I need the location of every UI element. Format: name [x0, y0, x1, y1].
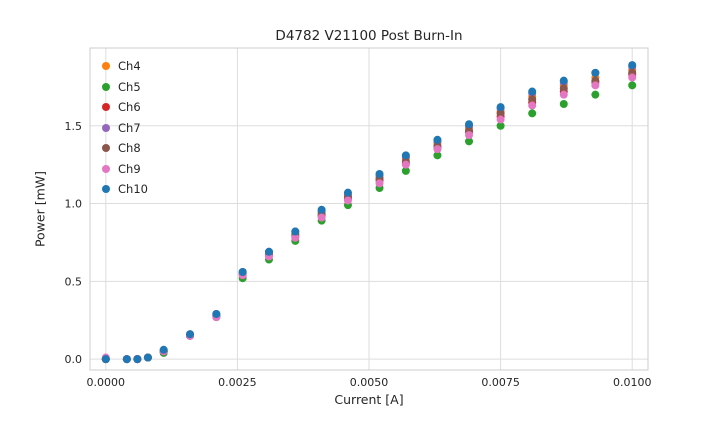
data-point-ch9 [559, 90, 568, 99]
plot-border [89, 47, 649, 371]
data-point-ch5 [401, 166, 410, 175]
data-point-ch5 [465, 137, 474, 146]
legend-swatch-icon [102, 164, 110, 173]
data-point-ch10 [496, 103, 505, 112]
x-tick-label: 0.0000 [87, 376, 126, 389]
legend-item-ch8: Ch8 [102, 140, 148, 156]
y-tick-label: 0.0 [65, 353, 83, 366]
data-point-ch9 [496, 115, 505, 124]
legend-swatch-icon [102, 123, 110, 132]
data-point-ch5 [559, 100, 568, 108]
legend-item-ch9: Ch9 [102, 161, 148, 177]
y-tick-label: 1.0 [65, 198, 83, 211]
legend-label: Ch8 [118, 141, 141, 155]
data-point-ch10 [238, 268, 247, 276]
data-point-ch9 [343, 196, 352, 205]
x-tick-label: 0.0100 [613, 376, 652, 389]
y-tick-label: 0.5 [65, 275, 83, 288]
data-point-ch10 [591, 68, 600, 77]
data-point-ch9 [591, 81, 600, 90]
data-point-ch10 [343, 188, 352, 197]
x-axis-label: Current [A] [334, 392, 404, 407]
x-tick-label: 0.0025 [218, 376, 257, 389]
data-point-ch10 [375, 170, 384, 178]
data-point-ch10 [465, 120, 474, 129]
legend-swatch-icon [102, 144, 110, 152]
legend-label: Ch6 [118, 100, 141, 114]
data-point-ch9 [375, 179, 384, 188]
y-axis-label: Power [mW] [32, 170, 48, 248]
data-point-ch10 [628, 61, 637, 70]
data-point-ch9 [628, 73, 637, 82]
data-point-ch10 [433, 135, 442, 144]
x-tick-label: 0.0075 [481, 376, 520, 389]
data-point-ch10 [559, 76, 568, 85]
data-point-ch10 [122, 355, 131, 364]
data-point-ch10 [212, 310, 221, 318]
data-point-ch8 [496, 109, 505, 118]
legend-item-ch7: Ch7 [102, 120, 148, 136]
data-point-ch10 [291, 227, 300, 236]
data-point-ch5 [591, 90, 600, 99]
data-point-ch9 [291, 233, 300, 242]
chart-title: D4782 V21100 Post Burn-In [275, 28, 463, 44]
data-point-ch9 [317, 213, 326, 222]
legend-label: Ch4 [118, 59, 141, 73]
data-point-ch10 [143, 353, 152, 362]
data-point-ch8 [528, 95, 537, 104]
data-point-ch5 [628, 81, 637, 90]
data-point-ch10 [159, 345, 168, 354]
x-tick-label: 0.0050 [350, 376, 389, 389]
data-point-ch9 [433, 145, 442, 154]
data-point-ch10 [264, 247, 273, 256]
legend-label: Ch5 [118, 79, 141, 94]
data-point-ch10 [133, 355, 142, 364]
legend-label: Ch9 [118, 161, 141, 176]
data-point-ch9 [465, 131, 474, 140]
legend-item-ch5: Ch5 [102, 79, 148, 95]
legend-item-ch6: Ch6 [102, 99, 148, 115]
data-point-ch10 [101, 355, 110, 364]
legend-item-ch4: Ch4 [102, 58, 148, 74]
legend-label: Ch7 [118, 120, 141, 135]
legend-label: Ch10 [118, 182, 148, 196]
legend-item-ch10: Ch10 [102, 181, 148, 197]
y-tick-label: 1.5 [65, 120, 83, 133]
data-point-ch10 [528, 87, 537, 96]
data-point-ch5 [496, 121, 505, 130]
legend-swatch-icon [102, 103, 110, 111]
data-point-ch8 [559, 84, 568, 93]
data-point-ch5 [528, 109, 537, 118]
data-point-ch10 [317, 205, 326, 214]
data-point-ch9 [401, 160, 410, 169]
data-point-ch9 [528, 101, 537, 110]
legend-swatch-icon [102, 185, 110, 193]
legend: Ch4 Ch5 Ch6 Ch7 Ch8 Ch9 Ch10 [102, 58, 148, 197]
data-point-ch10 [401, 151, 410, 160]
legend-swatch-icon [102, 62, 110, 70]
data-point-ch5 [433, 151, 442, 160]
legend-swatch-icon [102, 82, 110, 91]
data-point-ch10 [186, 330, 195, 339]
